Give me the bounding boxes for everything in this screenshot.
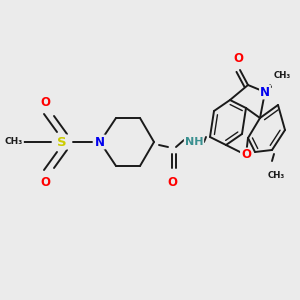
- Text: S: S: [57, 136, 67, 148]
- Text: CH₃: CH₃: [267, 170, 285, 179]
- Text: O: O: [233, 52, 243, 64]
- Text: CH₃: CH₃: [5, 137, 23, 146]
- Text: O: O: [167, 176, 177, 188]
- Text: O: O: [241, 148, 251, 161]
- Text: O: O: [40, 95, 50, 109]
- Text: O: O: [40, 176, 50, 188]
- Text: CH₃: CH₃: [273, 71, 291, 80]
- Text: N: N: [95, 136, 105, 148]
- Text: N: N: [260, 85, 270, 98]
- Text: NH: NH: [185, 137, 203, 147]
